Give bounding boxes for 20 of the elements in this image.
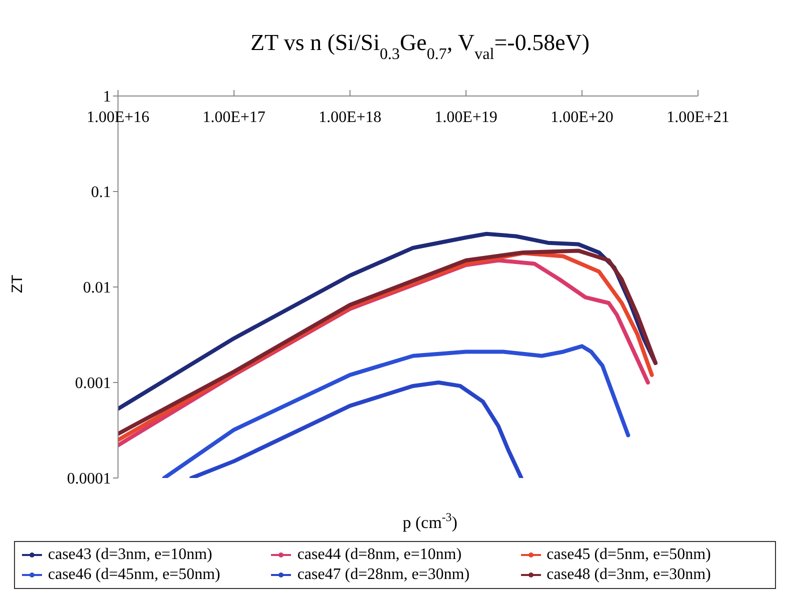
x-tick-label: 1.00E+18 [318,109,382,126]
y-tick-label: 0.01 [83,280,111,297]
legend-label: case48 (d=3nm, e=30nm) [546,566,711,584]
x-tick-label: 1.00E+16 [86,109,150,126]
legend-label: case43 (d=3nm, e=10nm) [48,546,212,564]
x-tick-label: 1.00E+17 [202,109,266,126]
y-tick-label: 0.1 [91,184,111,202]
x-tick-label: 1.00E+20 [550,109,614,126]
x-tick-label: 1.00E+21 [666,109,730,126]
legend-label: case45 (d=5nm, e=50nm) [546,546,711,564]
x-axis-title: p (cm$^{-3}$) [402,510,458,532]
y-axis-title: ZT [9,274,26,294]
y-tick-label: 1 [103,88,111,106]
y-tick-label: 0.001 [75,375,111,392]
legend-label: case47 (d=28nm, e=30nm) [297,566,470,584]
y-tick-label: 0.0001 [67,470,111,488]
x-tick-label: 1.00E+19 [434,109,498,126]
chart-title: ZT vs n (Si/Si$_{0.3}$Ge$_{0.7}$, V$_{val}$=-0.58eV) [250,30,590,62]
legend-label: case44 (d=8nm, e=10nm) [297,546,462,564]
legend-label: case46 (d=45nm, e=50nm) [48,566,220,584]
